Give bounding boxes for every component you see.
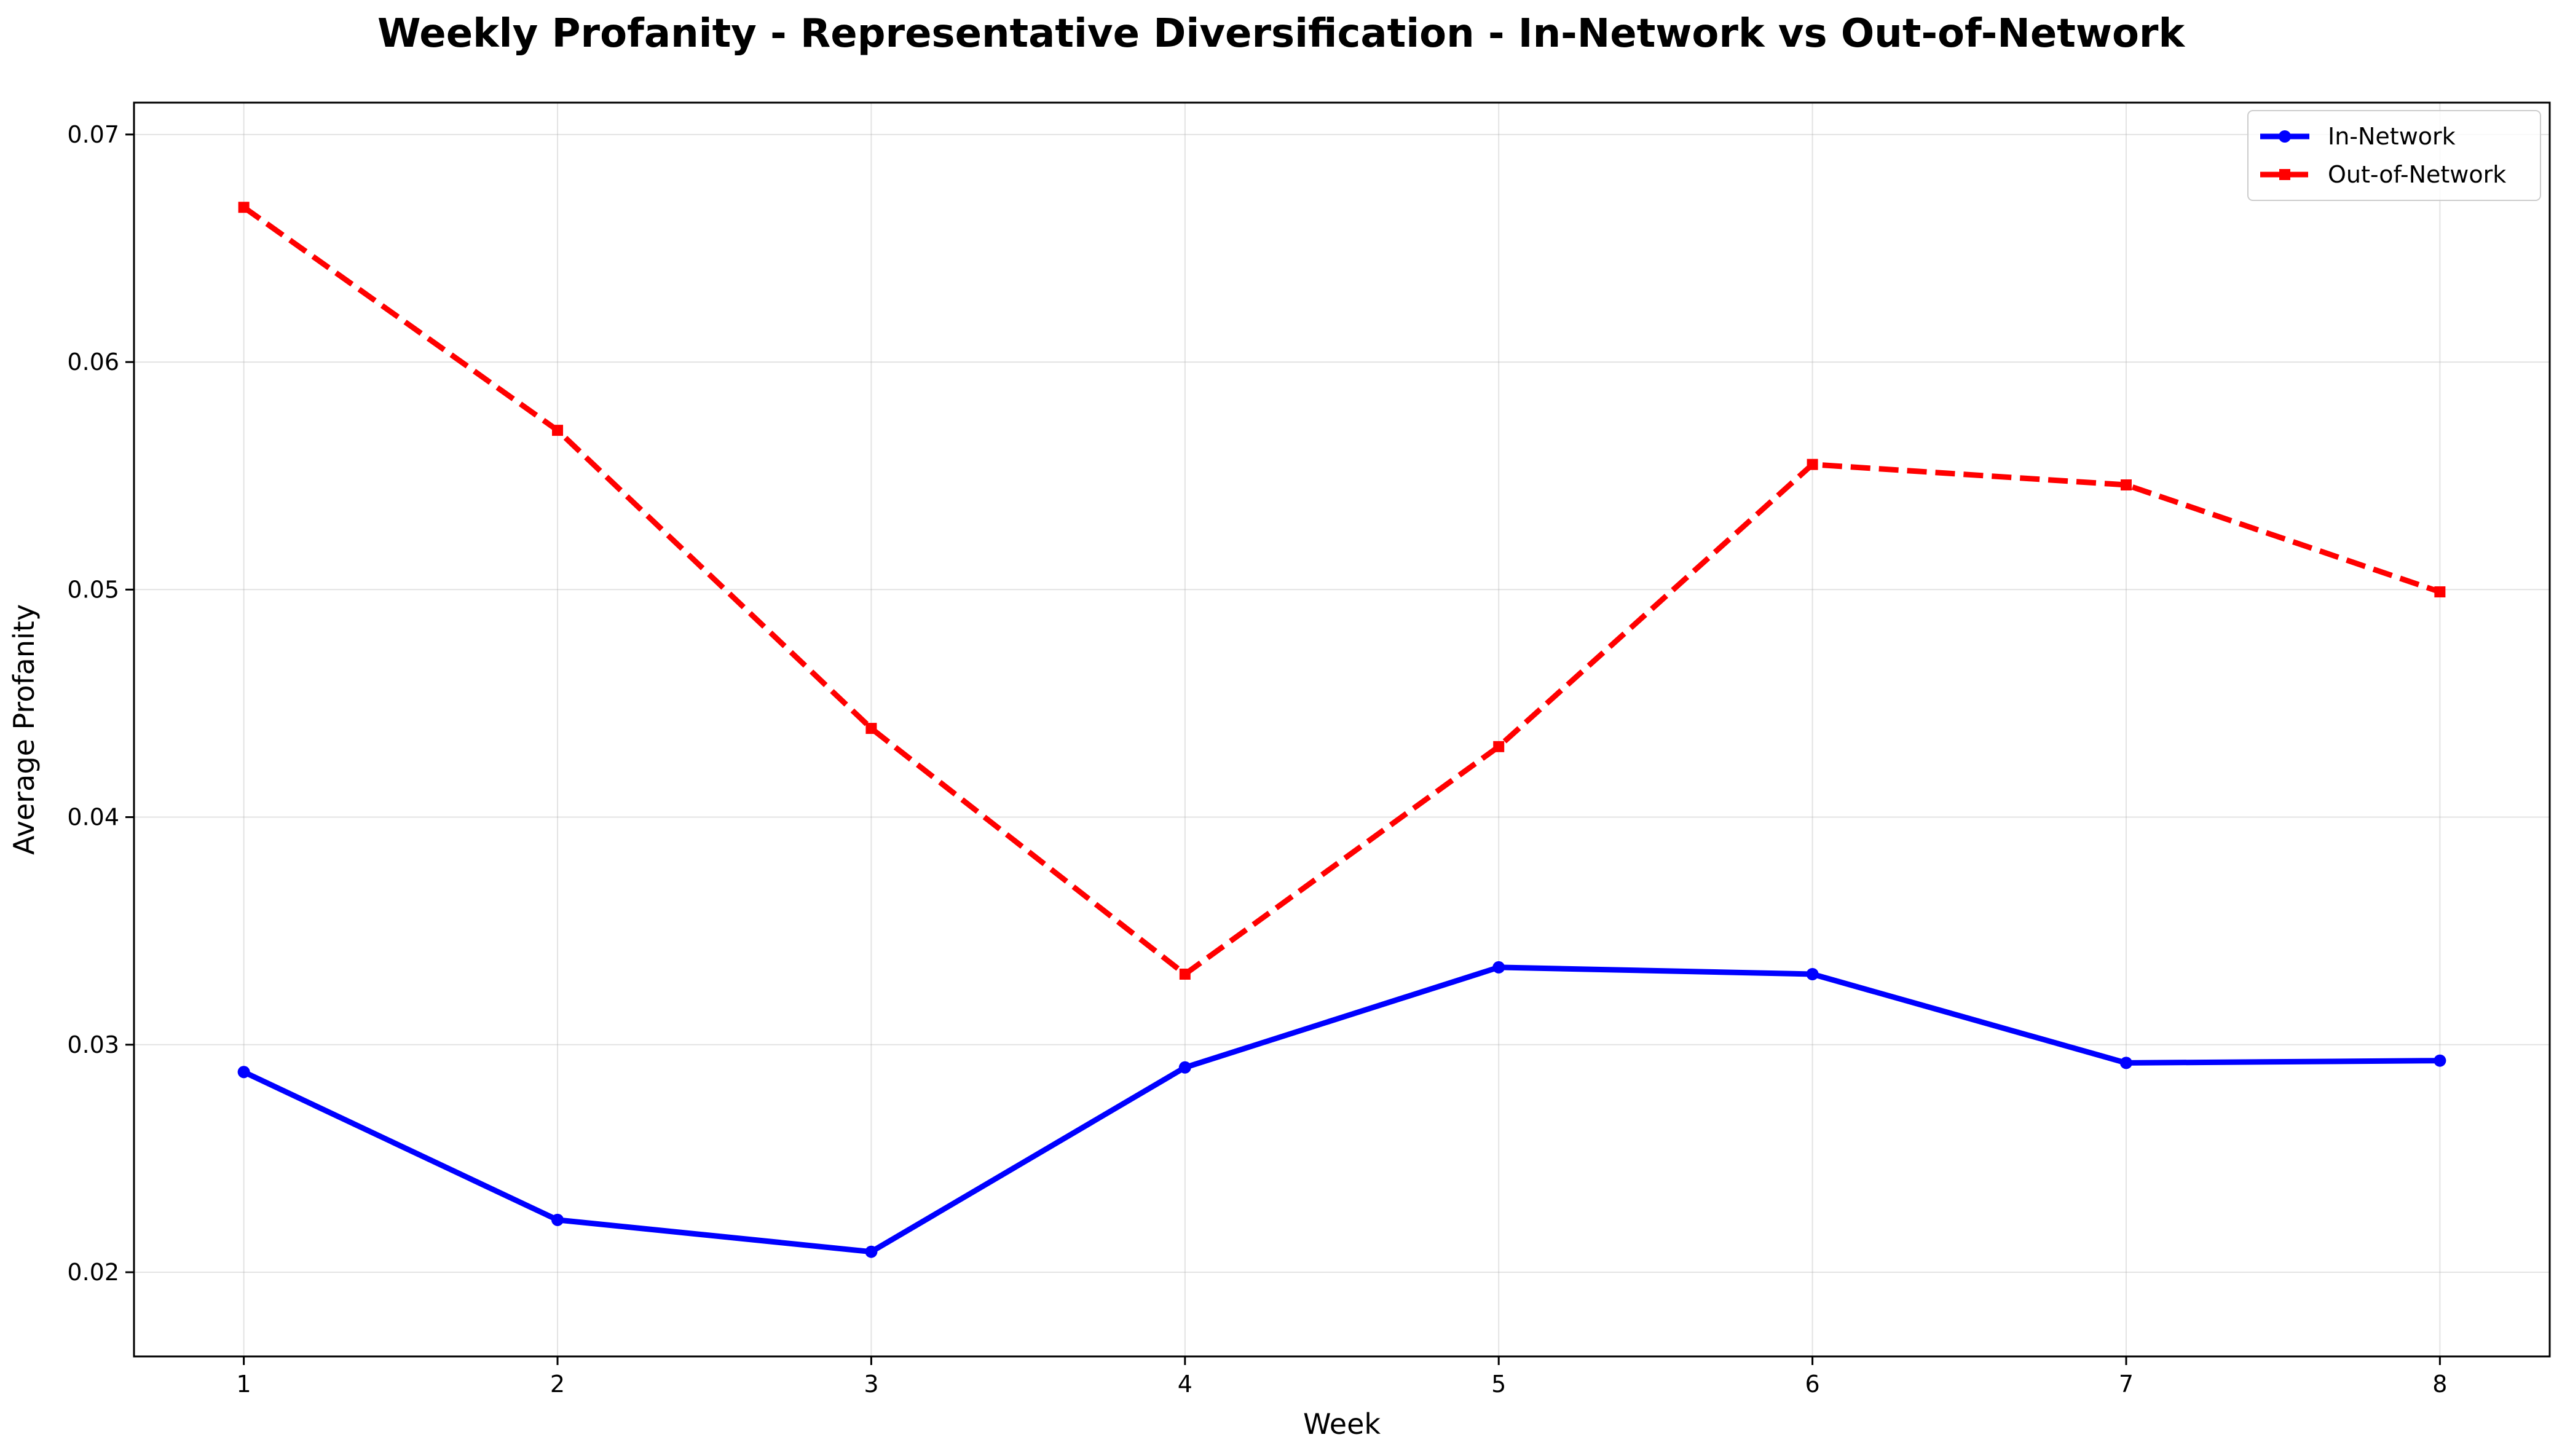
y-tick-label: 0.05	[67, 576, 119, 603]
y-tick-label: 0.02	[67, 1259, 119, 1286]
plot-frame	[133, 101, 2551, 1358]
out-of-network-point	[2434, 586, 2446, 598]
out-of-network-point	[2120, 479, 2132, 490]
y-tick-label: 0.04	[67, 804, 119, 831]
y-tick-label: 0.07	[67, 121, 119, 148]
y-axis-title: Average Profanity	[7, 604, 41, 855]
axis-ticks: 1 2 3 4 5 6 7 8 0.02 0.03 0.04 0.05 0.06 0.07	[67, 121, 2447, 1398]
y-tick-label: 0.03	[67, 1031, 119, 1058]
x-tick-label: 5	[1491, 1371, 1506, 1398]
y-tick-label: 0.06	[67, 348, 119, 376]
grid-lines	[134, 103, 2550, 1356]
x-tick-label: 3	[864, 1371, 878, 1398]
out-of-network-line	[242, 205, 2441, 977]
in-network-point	[2119, 1057, 2132, 1069]
x-axis-title: Week	[1303, 1407, 1381, 1441]
legend-marker-in-network	[2279, 130, 2291, 143]
in-network-point	[1492, 961, 1505, 974]
x-tick-label: 7	[2119, 1371, 2134, 1398]
x-tick-label: 6	[1805, 1371, 1819, 1398]
out-of-network-point	[1493, 741, 1505, 752]
x-tick-label: 4	[1178, 1371, 1192, 1398]
x-tick-label: 2	[550, 1371, 565, 1398]
legend: In-Network Out-of-Network	[2247, 110, 2541, 201]
legend-box	[2247, 110, 2541, 201]
in-network-point	[551, 1213, 564, 1226]
in-network-point	[1178, 1061, 1191, 1074]
legend-label-out-of-network: Out-of-Network	[2328, 161, 2506, 188]
in-network-line	[241, 964, 2443, 1255]
out-of-network-point	[865, 723, 877, 734]
legend-marker-out-of-network	[2279, 169, 2290, 180]
in-network-point	[1806, 968, 1819, 981]
in-network-point	[237, 1066, 250, 1079]
legend-label-in-network: In-Network	[2328, 123, 2456, 150]
in-network-point	[2434, 1054, 2446, 1067]
in-network-point	[865, 1245, 878, 1258]
x-tick-label: 1	[237, 1371, 251, 1398]
chart-title: Weekly Profanity - Representative Divers…	[377, 11, 2185, 57]
out-of-network-point	[1179, 969, 1191, 980]
series-lines	[237, 202, 2446, 1258]
out-of-network-point	[238, 202, 250, 213]
out-of-network-point	[1807, 458, 1818, 470]
out-of-network-point	[552, 425, 564, 436]
x-tick-label: 8	[2432, 1371, 2447, 1398]
